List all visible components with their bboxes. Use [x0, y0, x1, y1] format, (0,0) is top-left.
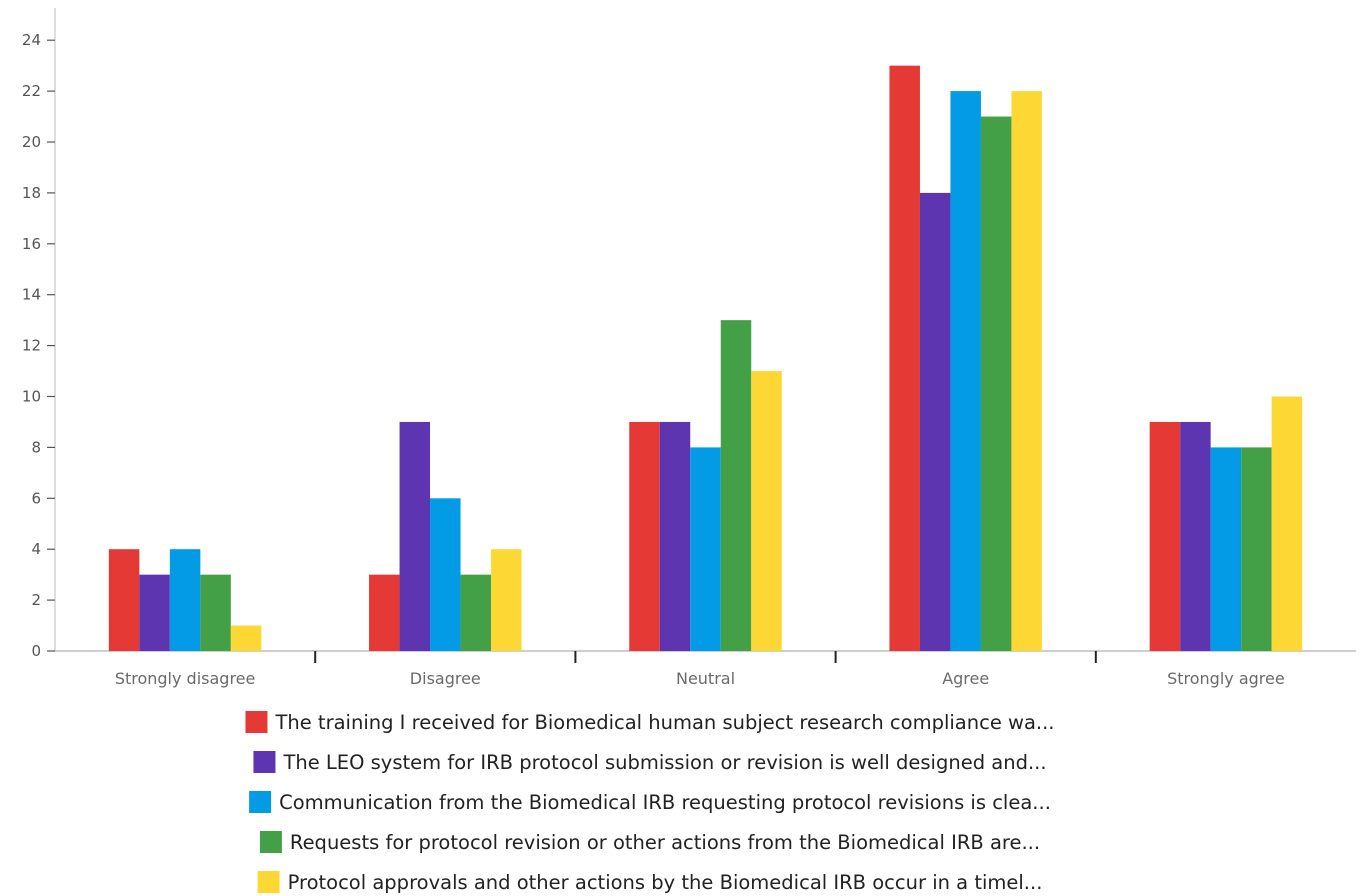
bar-series-2-strongly-disagree[interactable] [139, 574, 170, 651]
bar-series-3-strongly-disagree[interactable] [169, 549, 201, 651]
legend-label: The LEO system for IRB protocol submissi… [282, 751, 1046, 774]
bar-series-5-neutral[interactable] [751, 371, 782, 651]
legend-swatch [249, 791, 272, 813]
y-tick-label: 2 [31, 591, 41, 609]
bar-series-5-strongly-disagree[interactable] [230, 625, 262, 651]
x-category-label: Strongly agree [1167, 669, 1285, 688]
legend-label: Communication from the Biomedical IRB re… [279, 791, 1051, 814]
legend-swatch [253, 751, 276, 773]
bar-series-4-neutral[interactable] [720, 320, 752, 651]
legend-item[interactable]: Communication from the Biomedical IRB re… [249, 791, 1051, 814]
x-category-label: Strongly disagree [115, 669, 256, 688]
bar-series-4-strongly-disagree[interactable] [200, 574, 231, 651]
bar-series-1-disagree[interactable] [369, 574, 400, 651]
bar-series-1-strongly-agree[interactable] [1149, 421, 1181, 651]
y-tick-label: 18 [22, 184, 41, 202]
bar-series-3-agree[interactable] [950, 91, 981, 652]
y-tick-label: 22 [22, 82, 41, 100]
legend-label: Requests for protocol revision or other … [290, 831, 1040, 854]
bar-series-3-strongly-agree[interactable] [1210, 447, 1242, 651]
x-axis: Strongly disagree Disagree Neutral Agree Str… [55, 650, 1356, 688]
y-tick-label: 4 [31, 540, 41, 558]
bar-series-1-strongly-disagree[interactable] [108, 549, 140, 651]
bars [108, 65, 1303, 652]
bar-series-2-neutral[interactable] [659, 421, 691, 651]
y-tick-label: 24 [22, 31, 41, 49]
y-tick-label: 10 [22, 388, 41, 406]
bar-series-3-neutral[interactable] [690, 447, 721, 651]
x-category-label: Disagree [410, 669, 481, 688]
bar-series-1-agree[interactable] [889, 65, 920, 651]
legend-swatch [259, 831, 282, 853]
x-category-label: Agree [942, 669, 989, 688]
bar-series-4-agree[interactable] [980, 116, 1012, 652]
bar-series-2-strongly-agree[interactable] [1180, 421, 1211, 651]
bar-series-1-neutral[interactable] [629, 421, 660, 651]
bar-series-4-disagree[interactable] [460, 574, 492, 651]
y-tick-label: 12 [22, 337, 41, 355]
bar-series-5-disagree[interactable] [491, 549, 522, 651]
legend-swatch [257, 871, 280, 893]
legend-item[interactable]: Protocol approvals and other actions by … [257, 871, 1043, 894]
legend-label: The training I received for Biomedical h… [274, 711, 1054, 734]
y-tick-label: 6 [31, 489, 41, 507]
bar-series-2-disagree[interactable] [399, 421, 431, 651]
legend: The training I received for Biomedical h… [245, 711, 1055, 894]
y-tick-label: 16 [22, 235, 41, 253]
y-tick-label: 0 [31, 642, 41, 660]
legend-label: Protocol approvals and other actions by … [288, 871, 1043, 894]
bar-series-5-agree[interactable] [1011, 91, 1042, 652]
legend-item[interactable]: The training I received for Biomedical h… [245, 711, 1055, 734]
bar-series-2-agree[interactable] [919, 192, 951, 651]
legend-item[interactable]: The LEO system for IRB protocol submissi… [253, 751, 1047, 774]
bar-series-5-strongly-agree[interactable] [1271, 396, 1303, 652]
y-tick-label: 8 [31, 438, 41, 456]
y-tick-label: 20 [22, 133, 41, 151]
bar-series-4-strongly-agree[interactable] [1241, 447, 1272, 651]
y-tick-label: 14 [22, 286, 41, 304]
x-category-label: Neutral [676, 669, 735, 688]
legend-swatch [245, 711, 268, 733]
bar-series-3-disagree[interactable] [430, 498, 461, 651]
legend-item[interactable]: Requests for protocol revision or other … [259, 831, 1040, 854]
